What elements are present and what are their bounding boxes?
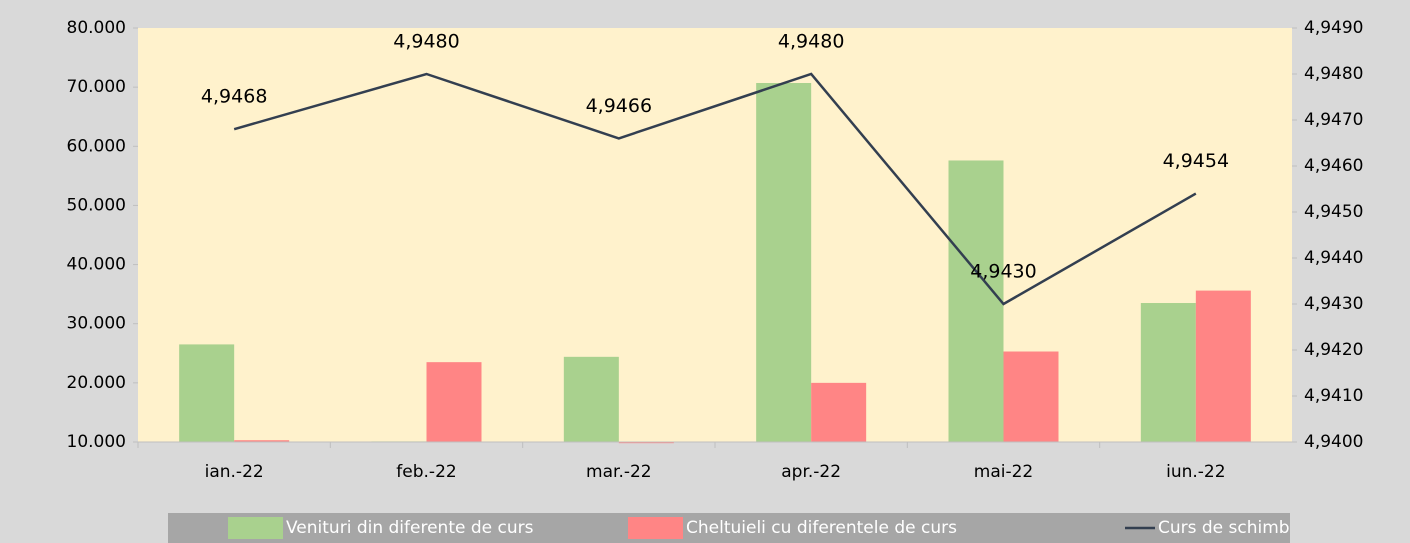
y2-tick-label: 4,9490 <box>1304 18 1363 38</box>
y2-tick-label: 4,9480 <box>1304 64 1363 84</box>
legend-background <box>168 513 1290 543</box>
data-label: 4,9466 <box>586 95 652 117</box>
data-label: 4,9454 <box>1163 150 1229 172</box>
plot-area <box>138 28 1292 442</box>
x-tick-label: mai-22 <box>974 462 1033 482</box>
y-tick-label: 10.000 <box>67 432 126 452</box>
bar <box>563 356 619 442</box>
bar <box>426 362 482 442</box>
x-tick-label: iun.-22 <box>1166 462 1225 482</box>
bar <box>948 160 1004 443</box>
y2-tick-label: 4,9430 <box>1304 294 1363 314</box>
y2-tick-label: 4,9420 <box>1304 340 1363 360</box>
y2-tick-label: 4,9400 <box>1304 432 1363 452</box>
y-tick-label: 20.000 <box>67 373 126 393</box>
legend-swatch <box>628 517 683 539</box>
data-label: 4,9430 <box>970 261 1036 283</box>
x-tick-label: feb.-22 <box>396 462 456 482</box>
y2-tick-label: 4,9450 <box>1304 202 1363 222</box>
x-tick-label: apr.-22 <box>781 462 841 482</box>
y-tick-label: 30.000 <box>67 314 126 334</box>
data-label: 4,9480 <box>778 31 844 53</box>
y2-tick-label: 4,9440 <box>1304 248 1363 268</box>
legend-label: Curs de schimb <box>1158 518 1290 538</box>
bar <box>618 442 674 444</box>
y2-tick-label: 4,9410 <box>1304 386 1363 406</box>
y-tick-label: 40.000 <box>67 255 126 275</box>
legend-label: Venituri din diferente de curs <box>286 518 534 538</box>
y-tick-label: 50.000 <box>67 195 126 215</box>
bar <box>1140 303 1196 442</box>
legend-label: Cheltuieli cu diferentele de curs <box>686 518 957 538</box>
y2-tick-label: 4,9470 <box>1304 110 1363 130</box>
bar <box>756 83 812 442</box>
y-tick-label: 60.000 <box>67 136 126 156</box>
bar <box>179 344 235 442</box>
bar <box>811 382 867 442</box>
x-tick-label: mar.-22 <box>586 462 652 482</box>
y-tick-label: 70.000 <box>67 77 126 97</box>
legend-swatch <box>228 517 283 539</box>
data-label: 4,9468 <box>201 86 267 108</box>
y-tick-label: 80.000 <box>67 18 126 38</box>
data-label: 4,9480 <box>393 31 459 53</box>
bar <box>1003 351 1059 442</box>
bar <box>234 440 290 442</box>
x-tick-label: ian.-22 <box>205 462 264 482</box>
line-series <box>233 72 1197 306</box>
bar <box>1195 290 1251 442</box>
y2-tick-label: 4,9460 <box>1304 156 1363 176</box>
